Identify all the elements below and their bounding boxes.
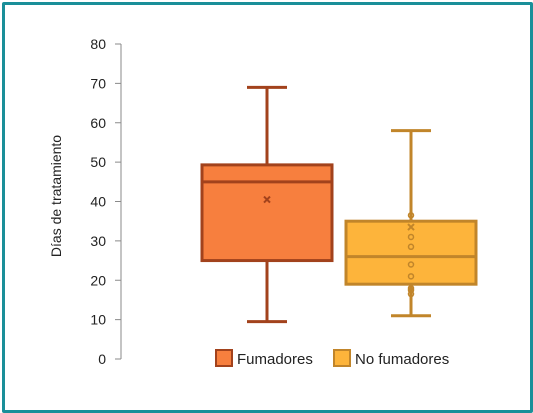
y-tick-label: 40: [90, 194, 106, 210]
legend-item-no-fumadores: No fumadores: [333, 349, 449, 368]
legend: Fumadores No fumadores: [215, 349, 449, 368]
iqr-box: [200, 163, 334, 263]
legend-label: Fumadores: [237, 351, 313, 368]
data-point: [407, 243, 415, 251]
y-tick-label: 70: [90, 75, 106, 91]
box-no-fumadores: [344, 129, 478, 318]
y-axis-title: Días de tratamiento: [48, 135, 64, 257]
y-tick-label: 80: [90, 36, 106, 52]
y-tick-label: 0: [98, 351, 106, 367]
y-tick-label: 10: [90, 312, 106, 328]
legend-item-fumadores: Fumadores: [215, 349, 313, 368]
mean-marker: [263, 195, 271, 204]
data-point: [407, 233, 415, 241]
iqr-box: [344, 219, 478, 286]
mean-marker-stroke: [263, 195, 271, 204]
y-axis: 0 10 20 30 40 50 60 70 80: [90, 36, 122, 367]
y-tick-label: 60: [90, 115, 106, 131]
y-tick-label: 20: [90, 272, 106, 288]
legend-swatch: [333, 349, 351, 367]
data-point: [407, 261, 415, 268]
y-tick-label: 50: [90, 154, 106, 170]
boxes: [200, 85, 478, 324]
mean-marker-stroke: [407, 223, 415, 231]
legend-label: No fumadores: [355, 351, 449, 368]
legend-swatch: [215, 349, 233, 367]
y-tick-label: 30: [90, 233, 106, 249]
box-fumadores: [200, 85, 334, 324]
data-point: [407, 290, 415, 298]
mean-marker: [407, 223, 415, 231]
data-point: [407, 273, 415, 280]
data-point: [407, 212, 415, 219]
data-point: [407, 286, 415, 294]
